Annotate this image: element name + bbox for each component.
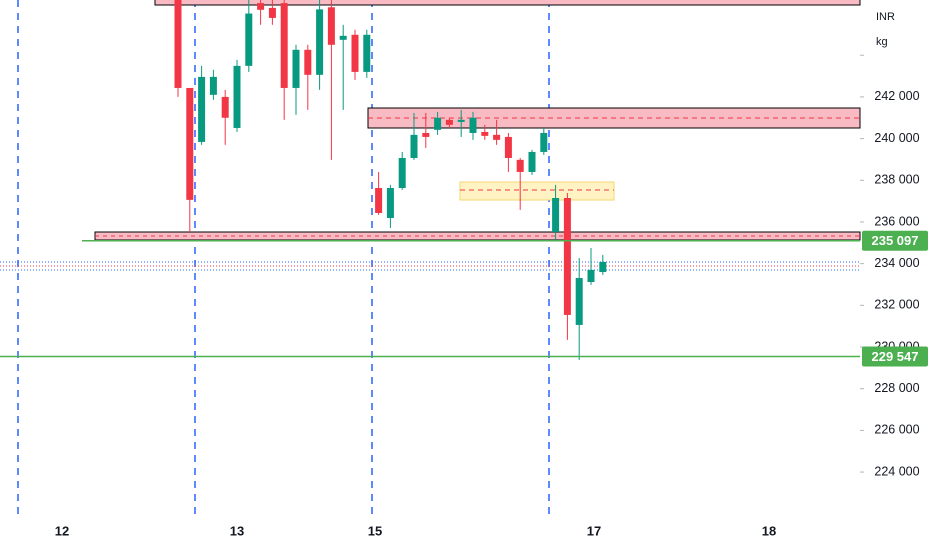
x-tick-label: 13	[230, 523, 244, 538]
candle-body	[375, 187, 383, 214]
candle-body	[540, 132, 548, 152]
candle-body	[292, 49, 300, 88]
candle-body	[209, 76, 217, 95]
candle-body	[268, 7, 276, 18]
y-tick-label: 226 000	[874, 423, 919, 437]
candle-body	[198, 76, 206, 142]
candle-body	[174, 0, 182, 88]
candle-body	[563, 197, 571, 315]
candle-body	[257, 3, 265, 10]
candle-body	[186, 87, 194, 200]
candles	[174, 0, 607, 360]
unit: kg	[876, 36, 888, 48]
price-label-bg	[862, 230, 928, 251]
x-tick-label: 12	[55, 523, 69, 538]
price-label: 235 097	[872, 233, 919, 248]
candle-body	[304, 49, 312, 75]
candle-body	[516, 159, 524, 172]
unit-box: INR kg	[866, 0, 932, 60]
candle-body	[339, 35, 347, 40]
x-tick-label: 15	[368, 523, 382, 538]
candle-body	[528, 151, 536, 172]
y-tick-label: 234 000	[874, 256, 919, 270]
y-tick-label: 240 000	[874, 131, 919, 145]
candle-body	[457, 119, 465, 122]
candle-body	[599, 261, 607, 272]
y-tick-label: 224 000	[874, 464, 919, 478]
candle-body	[327, 7, 335, 45]
candle-body	[221, 96, 229, 118]
y-tick-label: 232 000	[874, 298, 919, 312]
candle-body	[445, 119, 453, 125]
session-lines	[17, 0, 550, 515]
candle-body	[575, 278, 583, 325]
price-label-bg	[862, 346, 928, 367]
candle-body	[493, 134, 501, 140]
unit-box-bg	[866, 0, 932, 60]
y-tick-label: 236 000	[874, 214, 919, 228]
candle-body	[469, 117, 477, 133]
y-tick-label: 228 000	[874, 381, 919, 395]
x-tick-label: 17	[587, 523, 601, 538]
candle-body	[398, 157, 406, 188]
candle-body	[504, 136, 512, 158]
candle-body	[434, 117, 442, 130]
supply-zone	[154, 0, 861, 6]
y-tick-label: 242 000	[874, 89, 919, 103]
candle-body	[410, 134, 418, 158]
x-tick-label: 18	[762, 523, 776, 538]
candle-body	[587, 269, 595, 282]
zones	[0, 0, 861, 271]
fvg-zone	[459, 181, 615, 201]
candle-body	[245, 13, 253, 66]
currency: INR	[876, 11, 895, 23]
candle-body	[386, 187, 394, 219]
candle-body	[233, 65, 241, 128]
price-label: 229 547	[872, 349, 919, 364]
candle-body	[280, 3, 288, 88]
y-tick-label: 238 000	[874, 173, 919, 187]
candle-body	[351, 34, 359, 72]
candle-body	[363, 34, 371, 72]
candle-body	[422, 132, 430, 137]
candle-body	[316, 9, 324, 75]
candle-body	[481, 131, 489, 136]
candle-body	[552, 197, 560, 232]
